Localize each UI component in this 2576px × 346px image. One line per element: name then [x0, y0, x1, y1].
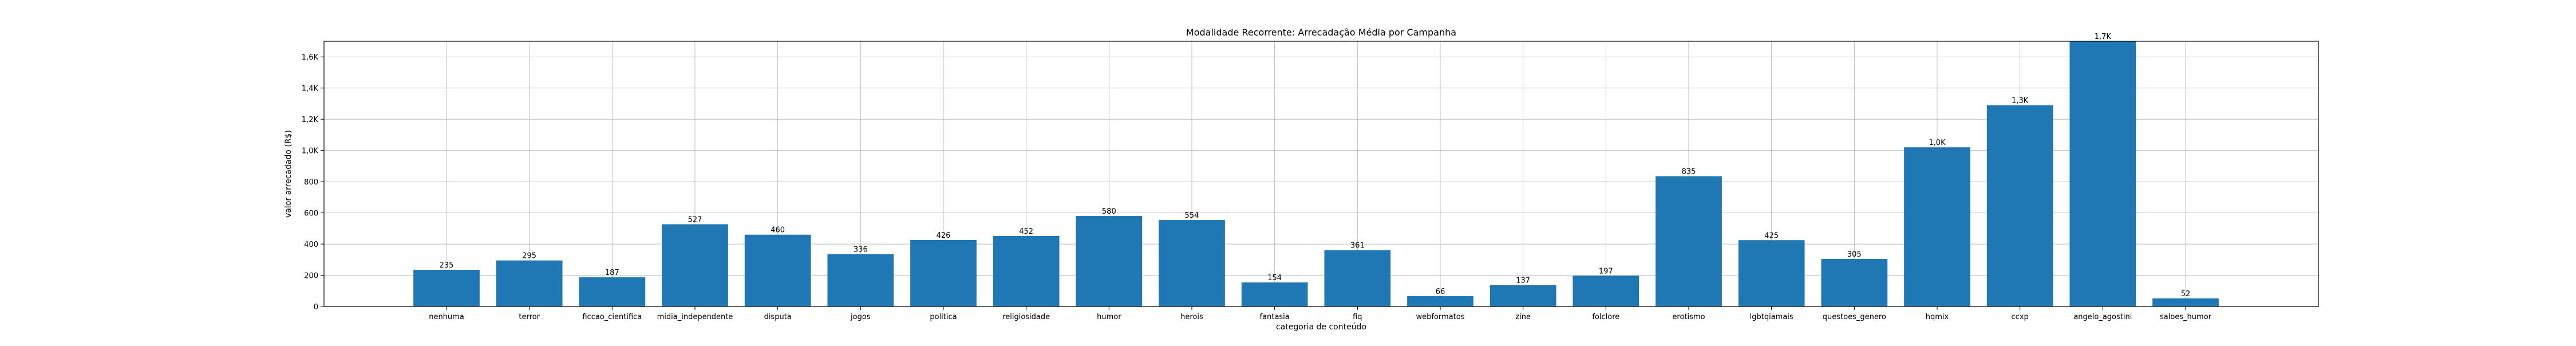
- x-tick-label: erotismo: [1672, 313, 1705, 321]
- bar-hqmix: [1904, 147, 1970, 306]
- y-tick-label: 1,0K: [302, 147, 319, 156]
- x-tick-label: nenhuma: [429, 313, 464, 321]
- y-tick-label: 600: [304, 210, 318, 218]
- x-tick-label: disputa: [764, 313, 792, 321]
- bar-value-label: 305: [1847, 250, 1862, 259]
- bar-webformatos: [1407, 296, 1473, 306]
- x-tick-label: midia_independente: [657, 313, 733, 321]
- y-tick-label: 200: [304, 272, 318, 281]
- y-tick-label: 1,4K: [302, 85, 319, 93]
- x-axis-ticks: nenhuma terror ficcao_cientifica midia_inde…: [429, 306, 2212, 321]
- bar-value-label: 580: [1102, 207, 1116, 216]
- x-tick-label: angelo_agostini: [2073, 313, 2132, 321]
- bar-value-labels: 235 295 187 527 460 336 426 452 580 554 154 361 66 13…: [440, 33, 2191, 298]
- y-tick-label: 800: [304, 178, 318, 187]
- x-tick-label: zine: [1515, 313, 1531, 321]
- bar-value-label: 336: [854, 245, 868, 254]
- bar-value-label: 235: [440, 261, 454, 270]
- bar-value-label: 452: [1019, 227, 1033, 236]
- bar-zine: [1490, 285, 1556, 306]
- chart-title: Modalidade Recorrente: Arrecadação Média…: [1186, 27, 1456, 38]
- y-tick-label: 0: [314, 303, 318, 312]
- bar-questoes_genero: [1821, 258, 1888, 306]
- x-tick-label: ccxp: [2012, 313, 2029, 321]
- bars: [413, 41, 2219, 306]
- x-tick-label: jogos: [850, 313, 871, 321]
- bar-folclore: [1573, 276, 1639, 306]
- plot-area-frame: [323, 41, 2319, 307]
- bar-humor: [1076, 216, 1143, 306]
- bar-herois: [1159, 220, 1225, 306]
- bar-value-label: 835: [1682, 168, 1696, 176]
- bar-value-label: 197: [1599, 267, 1613, 276]
- x-tick-label: questoes_genero: [1823, 313, 1886, 321]
- bar-angelo_agostini: [2069, 41, 2136, 306]
- bar-jogos: [827, 254, 894, 306]
- bar-value-label: 554: [1185, 211, 1199, 220]
- x-tick-label: folclore: [1592, 313, 1619, 321]
- x-tick-label: politica: [930, 313, 957, 321]
- x-tick-label: religiosidade: [1002, 313, 1050, 321]
- bar-midia_independente: [662, 224, 728, 306]
- bar-value-label: 460: [771, 226, 785, 235]
- x-tick-label: fantasia: [1260, 313, 1290, 321]
- bar-value-label: 187: [605, 269, 619, 277]
- bar-value-label: 1,0K: [1929, 139, 1946, 147]
- x-tick-label: hqmix: [1926, 313, 1949, 321]
- y-tick-label: 1,6K: [302, 53, 319, 62]
- x-axis-label: categoria de conteúdo: [1276, 323, 1366, 332]
- x-tick-label: terror: [519, 313, 540, 321]
- bar-value-label: 66: [1436, 288, 1445, 296]
- y-axis-ticks: 0 200 400 600 800 1,0K 1,2K 1,4K 1,6K: [302, 53, 324, 312]
- bar-value-label: 154: [1267, 274, 1282, 282]
- bar-terror: [496, 260, 563, 306]
- x-tick-label: lgbtqiamais: [1750, 313, 1793, 321]
- x-tick-label: fiq: [1353, 313, 1362, 321]
- bar-erotismo: [1656, 176, 1722, 306]
- x-tick-label: saloes_humor: [2160, 313, 2212, 321]
- bar-value-label: 52: [2181, 290, 2191, 298]
- bar-lgbtqiamais: [1738, 240, 1805, 306]
- x-tick-label: herois: [1180, 313, 1203, 321]
- bar-fiq: [1324, 250, 1391, 306]
- bar-politica: [910, 239, 977, 306]
- bar-value-label: 137: [1516, 277, 1530, 285]
- bar-nenhuma: [413, 269, 480, 306]
- x-tick-label: humor: [1097, 313, 1121, 321]
- bar-ficcao_cientifica: [579, 277, 646, 306]
- bar-saloes_humor: [2152, 298, 2219, 306]
- bar-disputa: [744, 234, 811, 306]
- x-tick-label: ficcao_cientifica: [582, 313, 642, 321]
- bar-value-label: 295: [522, 252, 536, 261]
- bar-value-label: 426: [937, 231, 951, 240]
- bar-fantasia: [1241, 282, 1308, 306]
- bar-value-label: 527: [688, 215, 702, 224]
- bar-value-label: 1,3K: [2012, 97, 2029, 105]
- y-axis-label: valor arrecadado (R$): [284, 130, 293, 218]
- bar-ccxp: [1986, 105, 2053, 306]
- y-tick-label: 400: [304, 241, 318, 249]
- bar-religiosidade: [993, 235, 1060, 306]
- bar-value-label: 361: [1350, 242, 1365, 250]
- bar-value-label: 1,7K: [2095, 33, 2112, 41]
- y-tick-label: 1,2K: [302, 116, 319, 124]
- x-tick-label: webformatos: [1416, 313, 1465, 321]
- bar-value-label: 425: [1764, 231, 1779, 240]
